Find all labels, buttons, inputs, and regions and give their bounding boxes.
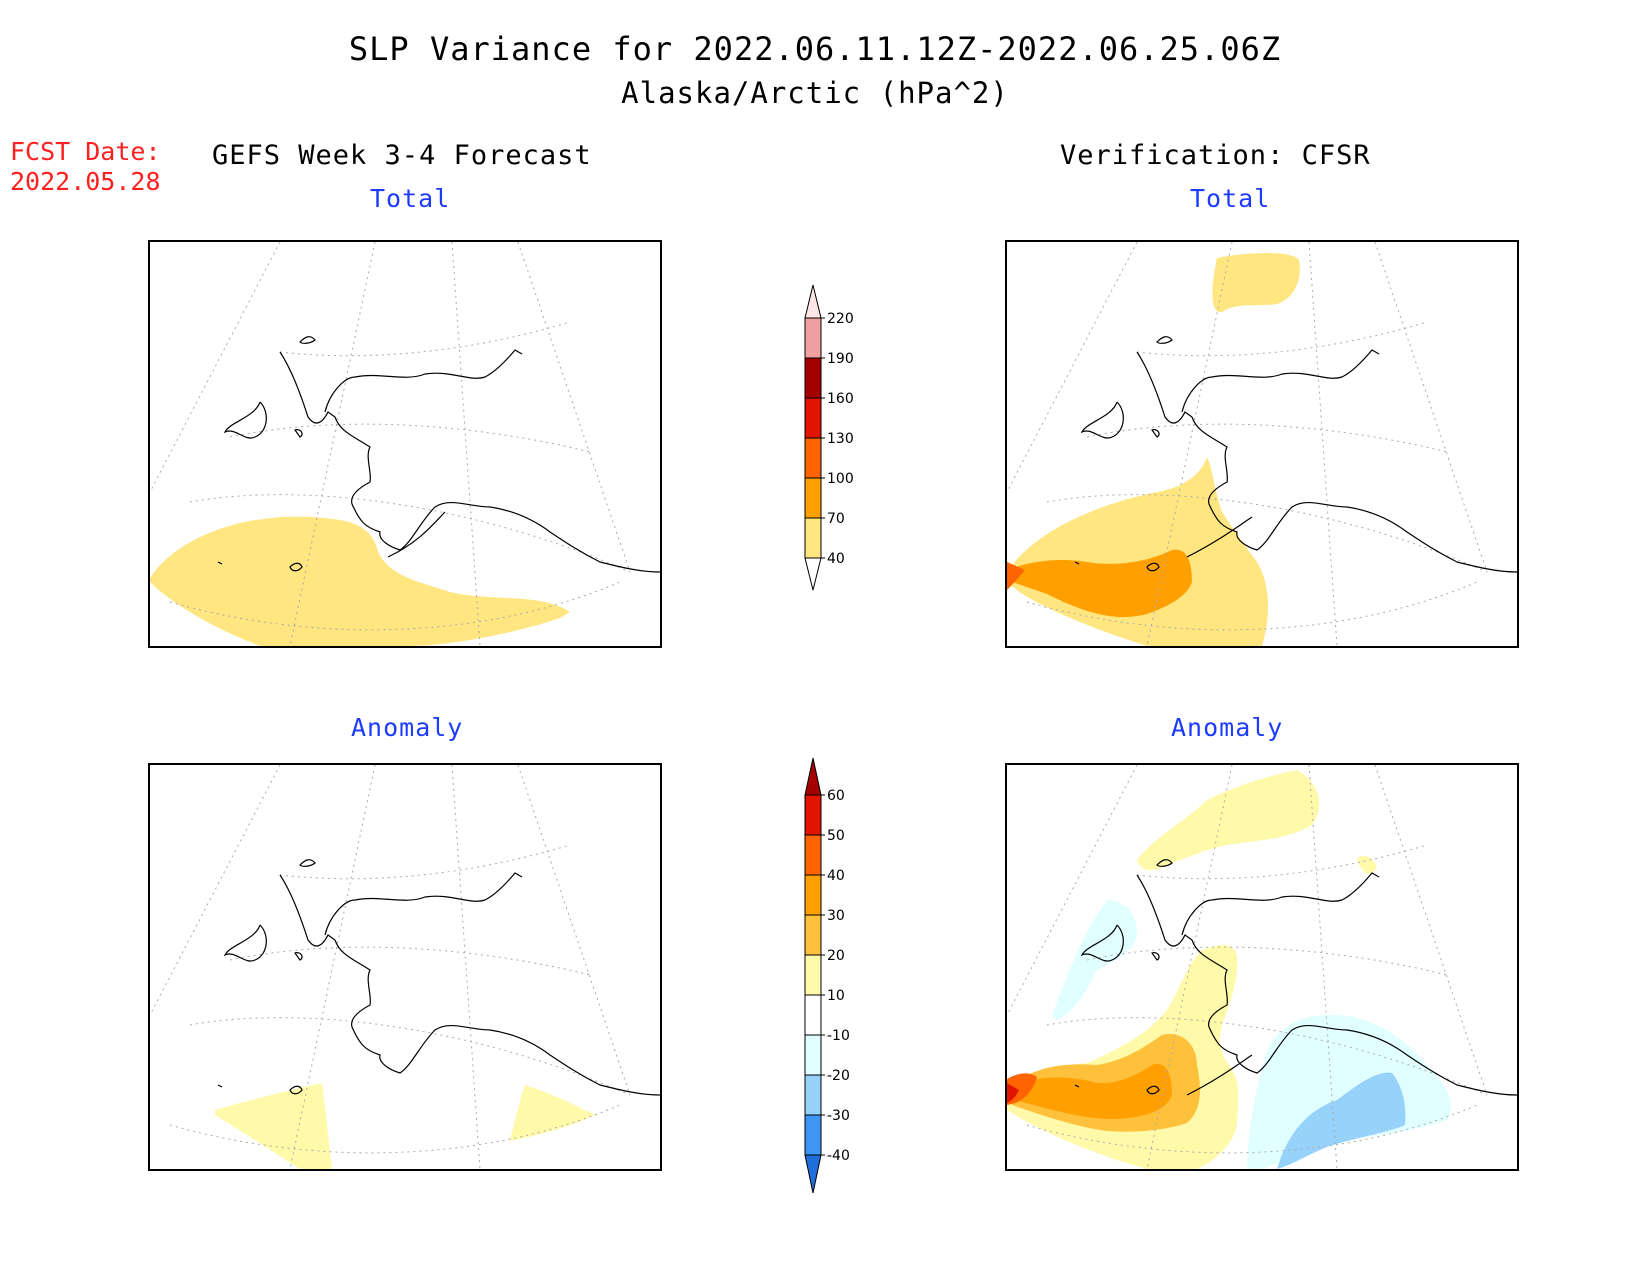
colorbar-tick-label: 70: [827, 511, 845, 527]
anomaly-10-20-west: [215, 1083, 332, 1169]
colorbar-tick-label: 130: [827, 431, 854, 447]
colorbar-swatch: [804, 1114, 822, 1156]
colorbar-swatch: [804, 437, 822, 479]
anomaly-minus20-minus30: [1277, 1072, 1406, 1169]
colorbar-tick-label: 10: [827, 988, 845, 1004]
colorbar-tick-label: 220: [827, 311, 854, 327]
fcst-date-label: FCST Date:: [10, 137, 161, 166]
verification-total-title: Total: [1190, 184, 1271, 213]
anomaly-10-20-south: [1007, 945, 1239, 1169]
colorbar-swatch: [804, 1034, 822, 1076]
anomaly-minus10-minus20-west: [1052, 900, 1137, 1020]
colorbar-tick-label: 60: [827, 788, 845, 804]
colorbar-tick-label: -40: [827, 1148, 850, 1164]
colorbar-tick-label: 160: [827, 391, 854, 407]
colorbar-swatch: [804, 954, 822, 996]
variance-40-70: [150, 516, 570, 646]
colorbar-swatch: [804, 874, 822, 916]
colorbar-tick-label: 50: [827, 828, 845, 844]
colorbar-tick-label: -10: [827, 1028, 850, 1044]
anomaly-10-20-ne: [1357, 855, 1377, 874]
colorbar-swatch: [804, 914, 822, 956]
forecast-total-title: Total: [370, 184, 451, 213]
verification-column-heading: Verification: CFSR: [1060, 140, 1371, 171]
anomaly-10-20-east: [510, 1085, 595, 1141]
forecast-anomaly-title: Anomaly: [351, 713, 464, 742]
forecast-total-map: [148, 240, 662, 648]
colorbar-swatch: [804, 834, 822, 876]
colorbar-swatch: [804, 317, 822, 359]
chart-subtitle: Alaska/Arctic (hPa^2): [621, 76, 1009, 110]
total-colorbar: 40 70 100 130 160 190 220: [804, 284, 854, 591]
colorbar-tick-label: 100: [827, 471, 854, 487]
verification-anomaly-map: [1005, 763, 1519, 1171]
colorbar-tick-label: -30: [827, 1108, 850, 1124]
anomaly-30-40: [1015, 1064, 1172, 1120]
colorbar-tick-label: 30: [827, 908, 845, 924]
variance-40-70-north: [1212, 253, 1300, 313]
colorbar-swatch: [804, 794, 822, 836]
variance-70-100: [1007, 549, 1192, 618]
colorbar-tick-label: 190: [827, 351, 854, 367]
fcst-date-block: FCST Date: 2022.05.28: [10, 137, 161, 197]
colorbar-swatch: [804, 1074, 822, 1116]
variance-40-70-south: [1007, 457, 1269, 646]
colorbar-swatch: [804, 397, 822, 439]
anomaly-10-20-north: [1137, 770, 1320, 870]
colorbar-arrow-top: [804, 284, 822, 319]
colorbar-arrow-top: [804, 757, 822, 796]
colorbar-tick-label: 20: [827, 948, 845, 964]
colorbar-swatch: [804, 517, 822, 559]
variance-100-130: [1007, 562, 1025, 590]
colorbar-arrow-bottom: [804, 1154, 822, 1194]
colorbar-tick-label: 40: [827, 868, 845, 884]
verification-anomaly-title: Anomaly: [1171, 713, 1284, 742]
chart-title: SLP Variance for 2022.06.11.12Z-2022.06.…: [348, 30, 1282, 68]
anomaly-50-60: [1007, 1083, 1019, 1103]
verification-total-map: [1005, 240, 1519, 648]
colorbar-arrow-bottom: [804, 557, 822, 591]
colorbar-tick-label: 40: [827, 551, 845, 567]
colorbar-swatch: [804, 357, 822, 399]
forecast-anomaly-map: [148, 763, 662, 1171]
fcst-date-value: 2022.05.28: [10, 167, 161, 196]
anomaly-colorbar: -40 -30 -20 -10 10 20 30 40 50 60: [804, 757, 850, 1194]
colorbar-tick-label: -20: [827, 1068, 850, 1084]
forecast-column-heading: GEFS Week 3-4 Forecast: [212, 140, 592, 171]
colorbar-swatch: [804, 994, 822, 1036]
colorbar-swatch: [804, 477, 822, 519]
